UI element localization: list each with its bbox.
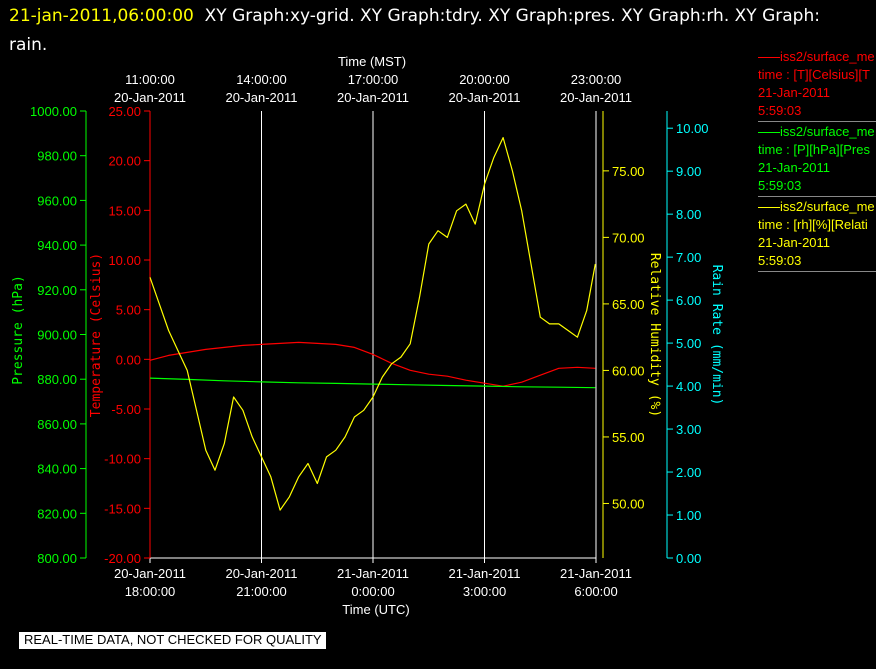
rain-tick-label: 10.00 bbox=[676, 121, 709, 136]
rain-tick-label: 4.00 bbox=[676, 379, 701, 394]
tick-labels: 20-Jan-2011 18:00:00 20-Jan-2011 21:00:00 21… bbox=[30, 72, 709, 599]
temperature-axis-title: Temperature (Celsius) bbox=[89, 253, 104, 417]
humidity-tick-label: 60.00 bbox=[612, 363, 645, 378]
x-bottom-axis-title: Time (UTC) bbox=[342, 602, 409, 617]
humidity-series-line bbox=[149, 137, 596, 511]
humidity-tick-label: 75.00 bbox=[612, 164, 645, 179]
pressure-tick-label: 880.00 bbox=[37, 372, 77, 387]
x-top-tick-date: 20-Jan-2011 bbox=[448, 90, 520, 105]
legend-date: 21-Jan-2011 bbox=[758, 160, 831, 175]
humidity-tick-label: 50.00 bbox=[612, 496, 645, 511]
temperature-tick-label: -20.00 bbox=[104, 551, 141, 566]
temperature-tick-label: 10.00 bbox=[108, 253, 141, 268]
x-top-tick-time: 17:00:00 bbox=[348, 72, 399, 87]
quality-notice: REAL-TIME DATA, NOT CHECKED FOR QUALITY bbox=[19, 632, 326, 649]
x-top-tick-time: 14:00:00 bbox=[236, 72, 287, 87]
legend-time: 5:59:03 bbox=[758, 253, 802, 268]
legend-time: 5:59:03 bbox=[758, 178, 802, 193]
humidity-tick-label: 55.00 bbox=[612, 430, 645, 445]
rain-tick-label: 6.00 bbox=[676, 293, 701, 308]
axes bbox=[80, 110, 673, 563]
pressure-tick-label: 920.00 bbox=[37, 283, 77, 298]
temperature-tick-label: 20.00 bbox=[108, 154, 141, 169]
rain-tick-label: 7.00 bbox=[676, 250, 701, 265]
pressure-tick-label: 900.00 bbox=[37, 328, 77, 343]
legend-series-name: iss2/surface_me bbox=[780, 199, 875, 214]
x-bottom-tick-date: 20-Jan-2011 bbox=[225, 566, 297, 581]
legend-date: 21-Jan-2011 bbox=[758, 85, 831, 100]
x-bottom-tick-date: 20-Jan-2011 bbox=[114, 566, 186, 581]
rain-tick-label: 1.00 bbox=[676, 508, 701, 523]
pressure-tick-label: 820.00 bbox=[37, 506, 77, 521]
rain-tick-label: 2.00 bbox=[676, 465, 701, 480]
x-bottom-tick-date: 21-Jan-2011 bbox=[337, 566, 409, 581]
pressure-tick-label: 980.00 bbox=[37, 149, 77, 164]
pressure-tick-label: 1000.00 bbox=[30, 104, 77, 119]
pressure-tick-label: 840.00 bbox=[37, 462, 77, 477]
graph-title-bar: 21-jan-2011,06:00:00 XY Graph:xy-grid. X… bbox=[9, 2, 859, 60]
legend-entry-pressure: iss2/surface_me time : [P][hPa][Pres 21-… bbox=[758, 123, 876, 197]
legend-date: 21-Jan-2011 bbox=[758, 235, 831, 250]
x-bottom-tick-date: 21-Jan-2011 bbox=[448, 566, 520, 581]
rain-tick-label: 8.00 bbox=[676, 207, 701, 222]
legend-series-name: iss2/surface_me bbox=[780, 49, 875, 64]
pressure-tick-label: 940.00 bbox=[37, 238, 77, 253]
timestamp: 21-jan-2011,06:00:00 bbox=[9, 6, 194, 26]
x-top-tick-date: 20-Jan-2011 bbox=[114, 90, 186, 105]
temperature-tick-label: 25.00 bbox=[108, 104, 141, 119]
rain-tick-label: 5.00 bbox=[676, 336, 701, 351]
x-top-tick-date: 20-Jan-2011 bbox=[560, 90, 632, 105]
x-bottom-tick-time: 18:00:00 bbox=[125, 584, 176, 599]
graph-list-title: XY Graph:xy-grid. XY Graph:tdry. XY Grap… bbox=[9, 6, 820, 55]
pressure-tick-label: 800.00 bbox=[37, 551, 77, 566]
x-top-tick-time: 20:00:00 bbox=[459, 72, 510, 87]
x-top-axis-title: Time (MST) bbox=[338, 54, 406, 69]
legend: iss2/surface_me time : [T][Celsius][T 21… bbox=[758, 48, 876, 273]
x-bottom-tick-time: 6:00:00 bbox=[574, 584, 617, 599]
pressure-axis-title: Pressure (hPa) bbox=[11, 275, 26, 385]
x-bottom-tick-time: 21:00:00 bbox=[236, 584, 287, 599]
temperature-tick-label: 5.00 bbox=[116, 303, 141, 318]
x-bottom-tick-time: 0:00:00 bbox=[351, 584, 394, 599]
x-top-tick-time: 23:00:00 bbox=[571, 72, 622, 87]
pressure-tick-label: 860.00 bbox=[37, 417, 77, 432]
temperature-series-line bbox=[149, 341, 596, 387]
rain-tick-label: 0.00 bbox=[676, 551, 701, 566]
rain-axis-title: Rain Rate (mm/min) bbox=[709, 265, 724, 406]
temperature-tick-label: -5.00 bbox=[111, 402, 141, 417]
x-top-tick-date: 20-Jan-2011 bbox=[337, 90, 409, 105]
pressure-tick-label: 960.00 bbox=[37, 193, 77, 208]
humidity-axis-title: Relative Humidity (%) bbox=[647, 253, 662, 417]
x-top-tick-date: 20-Jan-2011 bbox=[225, 90, 297, 105]
temperature-tick-label: 0.00 bbox=[116, 352, 141, 367]
x-top-tick-time: 11:00:00 bbox=[125, 72, 175, 87]
rain-tick-label: 3.00 bbox=[676, 422, 701, 437]
temperature-tick-label: -15.00 bbox=[104, 501, 141, 516]
pressure-series-line bbox=[149, 377, 596, 389]
legend-time: 5:59:03 bbox=[758, 103, 802, 118]
legend-series-desc: time : [rh][%][Relati bbox=[758, 217, 868, 232]
x-bottom-tick-date: 21-Jan-2011 bbox=[560, 566, 632, 581]
humidity-tick-label: 70.00 bbox=[612, 230, 645, 245]
x-bottom-tick-time: 3:00:00 bbox=[463, 584, 506, 599]
temperature-tick-label: 15.00 bbox=[108, 203, 141, 218]
series-lines bbox=[149, 137, 596, 511]
legend-entry-temperature: iss2/surface_me time : [T][Celsius][T 21… bbox=[758, 48, 876, 122]
legend-entry-humidity: iss2/surface_me time : [rh][%][Relati 21… bbox=[758, 198, 876, 272]
legend-series-desc: time : [T][Celsius][T bbox=[758, 67, 870, 82]
legend-series-name: iss2/surface_me bbox=[780, 124, 875, 139]
legend-series-desc: time : [P][hPa][Pres bbox=[758, 142, 870, 157]
temperature-tick-label: -10.00 bbox=[104, 452, 141, 467]
rain-tick-label: 9.00 bbox=[676, 164, 701, 179]
grid-lines bbox=[261, 111, 485, 558]
humidity-tick-label: 65.00 bbox=[612, 297, 645, 312]
